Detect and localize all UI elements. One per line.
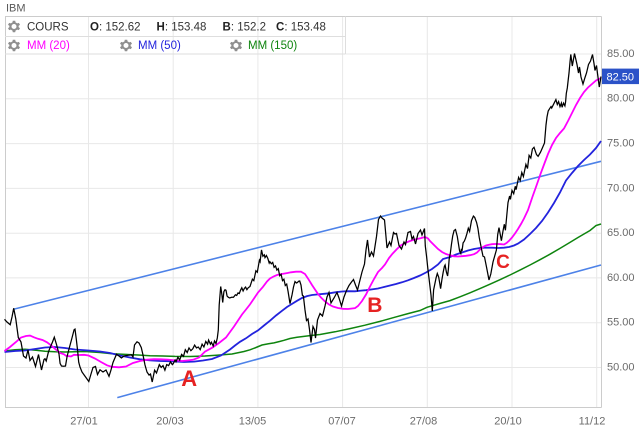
svg-text:A: A [181,366,197,391]
svg-text:H: 153.48: H: 153.48 [157,22,207,34]
svg-text:85.00: 85.00 [607,48,635,60]
svg-text:MM (20): MM (20) [27,40,70,52]
svg-text:65.00: 65.00 [607,227,635,239]
svg-text:50.00: 50.00 [607,361,635,373]
svg-text:20/10: 20/10 [494,416,522,428]
svg-text:C: 153.48: C: 153.48 [276,22,326,34]
svg-text:13/05: 13/05 [239,416,267,428]
svg-text:C: C [496,252,510,273]
svg-text:O: 152.62: O: 152.62 [90,22,141,34]
svg-text:B: 152.2: B: 152.2 [223,22,266,34]
svg-text:20/03: 20/03 [156,416,184,428]
svg-text:55.00: 55.00 [607,317,635,329]
svg-text:27/01: 27/01 [70,416,98,428]
svg-text:80.00: 80.00 [607,93,635,105]
svg-text:MM (150): MM (150) [248,40,297,52]
svg-text:70.00: 70.00 [607,182,635,194]
svg-text:82.50: 82.50 [607,71,635,83]
svg-text:11/12: 11/12 [579,416,606,428]
svg-text:27/08: 27/08 [410,416,438,428]
svg-text:COURS: COURS [27,22,69,34]
svg-text:B: B [367,294,382,317]
svg-text:60.00: 60.00 [607,272,635,284]
svg-text:IBM: IBM [6,3,26,15]
svg-text:MM (50): MM (50) [138,40,181,52]
svg-text:07/07: 07/07 [328,416,356,428]
svg-text:75.00: 75.00 [607,138,635,150]
